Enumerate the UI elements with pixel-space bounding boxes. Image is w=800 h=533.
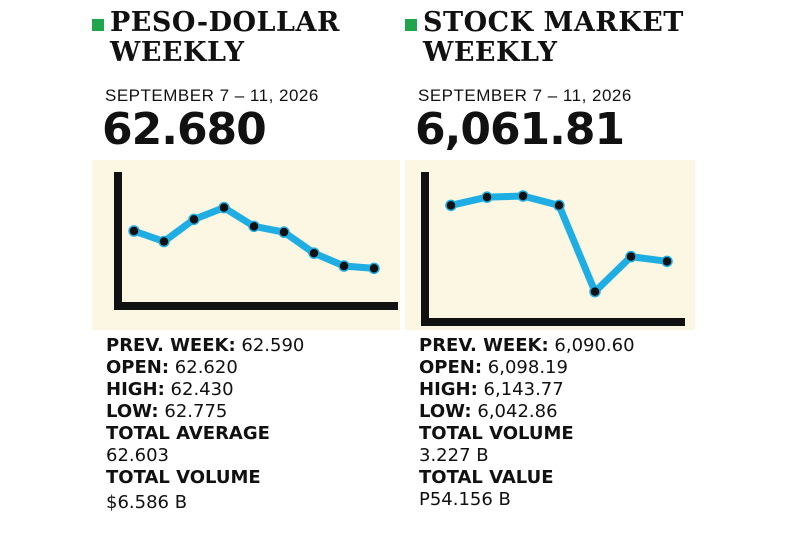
data-point-marker (481, 191, 493, 203)
total-average-label: TOTAL AVERAGE (106, 423, 270, 444)
data-point-marker (661, 255, 673, 268)
stock-high: HIGH: 6,143.77 (419, 379, 739, 401)
low-label: LOW: (419, 401, 472, 422)
data-point-marker (158, 235, 170, 248)
total-volume-label: TOTAL VOLUME (106, 467, 261, 488)
green-square-bullet-icon (405, 19, 417, 31)
data-point-marker (188, 213, 200, 226)
low-value: 62.775 (164, 401, 228, 422)
data-point-marker (278, 226, 290, 238)
total-average-value: 62.603 (106, 445, 169, 466)
peso-dollar-panel: PESO-DOLLAR WEEKLY SEPTEMBER 7 – 11, 202… (92, 0, 422, 533)
data-point-marker (517, 190, 529, 202)
open-value: 62.620 (174, 357, 238, 378)
data-point-marker (308, 247, 320, 259)
high-value: 62.430 (170, 379, 234, 400)
total-volume-value: 3.227 B (419, 445, 489, 466)
data-point-marker (368, 262, 380, 275)
open-label: OPEN: (106, 357, 170, 378)
peso-line-chart (114, 172, 398, 310)
peso-value: 62.680 (102, 104, 267, 155)
stock-market-panel: STOCK MARKET WEEKLY SEPTEMBER 7 – 11, 20… (405, 0, 735, 533)
peso-chart-area (92, 160, 400, 330)
data-point-marker (625, 250, 637, 263)
total-volume-label: TOTAL VOLUME (419, 423, 574, 444)
peso-date: SEPTEMBER 7 – 11, 2026 (105, 86, 319, 105)
stock-date: SEPTEMBER 7 – 11, 2026 (418, 86, 632, 105)
stock-line-chart (421, 172, 685, 326)
peso-stats: PREV. WEEK: 62.590 OPEN: 62.620 HIGH: 62… (106, 335, 426, 514)
open-value: 6,098.19 (487, 357, 568, 378)
data-point-marker (218, 201, 230, 214)
low-label: LOW: (106, 401, 159, 422)
series-line (130, 204, 378, 272)
stock-low: LOW: 6,042.86 (419, 401, 739, 423)
peso-low: LOW: 62.775 (106, 401, 426, 423)
stock-title: STOCK MARKET WEEKLY (423, 7, 684, 68)
high-value: 6,143.77 (483, 379, 564, 400)
stock-prev-week: PREV. WEEK: 6,090.60 (419, 335, 739, 357)
data-point-marker (128, 225, 140, 237)
peso-high: HIGH: 62.430 (106, 379, 426, 401)
peso-prev-week: PREV. WEEK: 62.590 (106, 335, 426, 357)
data-point-marker (338, 260, 350, 272)
total-value-label: TOTAL VALUE (419, 467, 554, 488)
data-point-marker (445, 199, 457, 212)
high-label: HIGH: (419, 379, 478, 400)
prev-week-value: 62.590 (241, 335, 305, 356)
stock-stats: PREV. WEEK: 6,090.60 OPEN: 6,098.19 HIGH… (419, 335, 739, 511)
peso-open: OPEN: 62.620 (106, 357, 426, 379)
stock-value: 6,061.81 (415, 104, 625, 155)
data-point-marker (589, 285, 601, 298)
total-value-value: P54.156 B (419, 489, 511, 510)
low-value: 6,042.86 (477, 401, 558, 422)
data-point-marker (553, 199, 565, 212)
prev-week-label: PREV. WEEK: (419, 335, 549, 356)
green-square-bullet-icon (92, 19, 104, 31)
stock-open: OPEN: 6,098.19 (419, 357, 739, 379)
prev-week-label: PREV. WEEK: (106, 335, 236, 356)
high-label: HIGH: (106, 379, 165, 400)
open-label: OPEN: (419, 357, 483, 378)
peso-title: PESO-DOLLAR WEEKLY (110, 7, 340, 68)
prev-week-value: 6,090.60 (554, 335, 635, 356)
data-point-marker (248, 220, 260, 233)
stock-chart-area (405, 160, 695, 330)
total-volume-value: $6.586 B (106, 492, 188, 513)
